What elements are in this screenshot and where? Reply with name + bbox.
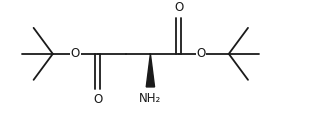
Text: O: O (71, 47, 80, 60)
Text: NH₂: NH₂ (139, 92, 162, 105)
Text: O: O (174, 1, 183, 14)
Text: O: O (93, 93, 102, 106)
Polygon shape (146, 54, 155, 87)
Text: O: O (196, 47, 205, 60)
